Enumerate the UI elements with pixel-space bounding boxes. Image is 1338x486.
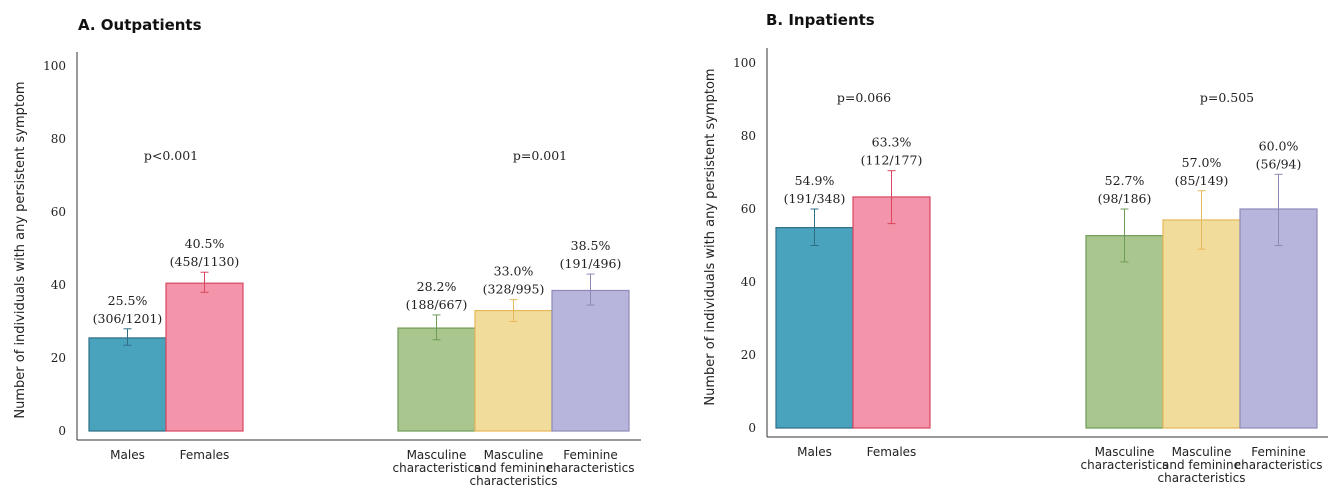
category-label: Males xyxy=(110,448,145,462)
p-value-label: p=0.001 xyxy=(513,148,567,163)
category-label: Masculine characteristics xyxy=(393,448,481,475)
category-label: Females xyxy=(180,448,230,462)
p-value-label: p<0.001 xyxy=(144,148,198,163)
category-label: Females xyxy=(867,445,917,459)
y-tick-label: 40 xyxy=(741,275,756,289)
data-label-percent: 40.5% xyxy=(185,236,225,251)
bar xyxy=(88,337,167,432)
bar xyxy=(397,327,476,432)
data-label-percent: 52.7% xyxy=(1105,173,1145,188)
bar xyxy=(1162,219,1241,429)
y-tick-label: 60 xyxy=(741,202,756,216)
bar xyxy=(1085,235,1164,429)
category-label-line: Masculine xyxy=(1095,445,1155,459)
data-label-count: (188/667) xyxy=(406,297,468,312)
data-label-count: (191/348) xyxy=(784,191,846,206)
y-tick-label: 20 xyxy=(51,351,66,365)
y-tick-label: 20 xyxy=(741,348,756,362)
category-label-line: Females xyxy=(180,448,230,462)
data-label-count: (56/94) xyxy=(1256,156,1302,171)
data-label-count: (112/177) xyxy=(861,153,923,168)
category-label-line: Masculine xyxy=(484,448,544,462)
category-label: Masculine characteristics xyxy=(1081,445,1169,472)
data-label-percent: 28.2% xyxy=(417,279,457,294)
y-tick-label: 100 xyxy=(43,59,66,73)
category-label: Males xyxy=(797,445,832,459)
category-label-line: and feminine xyxy=(1162,458,1241,472)
category-label-line: Males xyxy=(797,445,832,459)
category-label: Feminine characteristics xyxy=(1235,445,1323,472)
data-label-count: (458/1130) xyxy=(170,254,240,269)
y-axis-label: Number of individuals with any persisten… xyxy=(13,81,28,418)
data-label-percent: 38.5% xyxy=(571,238,611,253)
category-label-line: characteristics xyxy=(1081,458,1169,472)
category-label-line: Feminine xyxy=(1251,445,1306,459)
data-label-percent: 60.0% xyxy=(1259,138,1299,153)
bar xyxy=(474,309,553,432)
bar xyxy=(165,282,244,432)
category-label-line: Females xyxy=(867,445,917,459)
p-value-label: p=0.505 xyxy=(1200,90,1254,105)
category-label-line: characteristics xyxy=(1158,471,1246,485)
category-label-line: and feminine xyxy=(474,461,553,475)
category-label-line: Masculine xyxy=(1172,445,1232,459)
y-tick-label: 80 xyxy=(741,129,756,143)
category-label: Feminine characteristics xyxy=(547,448,635,475)
y-tick-label: 80 xyxy=(51,132,66,146)
category-label-line: characteristics xyxy=(393,461,481,475)
data-label-count: (191/496) xyxy=(560,256,622,271)
data-label-percent: 25.5% xyxy=(108,293,148,308)
data-label-count: (98/186) xyxy=(1098,191,1152,206)
data-label-count: (306/1201) xyxy=(93,311,163,326)
category-label-line: Masculine xyxy=(407,448,467,462)
y-tick-label: 60 xyxy=(51,205,66,219)
data-label-count: (85/149) xyxy=(1175,173,1229,188)
y-tick-label: 100 xyxy=(733,56,756,70)
category-label-line: Males xyxy=(110,448,145,462)
data-label-count: (328/995) xyxy=(483,282,545,297)
chart-panel-inpatients: B. Inpatients Number of individuals with … xyxy=(703,11,1328,485)
chart-title: B. Inpatients xyxy=(766,11,875,29)
chart-panel-outpatients: A. Outpatients Number of individuals with… xyxy=(13,16,641,486)
chart-title: A. Outpatients xyxy=(78,16,202,34)
data-label-percent: 63.3% xyxy=(872,135,912,150)
p-value-label: p=0.066 xyxy=(837,90,891,105)
category-label-line: Feminine xyxy=(563,448,618,462)
bar xyxy=(775,227,854,429)
y-axis-label: Number of individuals with any persisten… xyxy=(703,68,718,405)
y-tick-label: 0 xyxy=(748,421,756,435)
category-label: Masculine and feminine characteristics xyxy=(470,448,558,486)
category-label-line: characteristics xyxy=(547,461,635,475)
category-label-line: characteristics xyxy=(1235,458,1323,472)
y-tick-label: 0 xyxy=(58,424,66,438)
category-label: Masculine and feminine characteristics xyxy=(1158,445,1246,485)
y-tick-label: 40 xyxy=(51,278,66,292)
bar xyxy=(852,196,931,429)
data-label-percent: 33.0% xyxy=(494,264,534,279)
bar xyxy=(551,289,630,432)
data-label-percent: 54.9% xyxy=(795,173,835,188)
data-label-percent: 57.0% xyxy=(1182,155,1222,170)
category-label-line: characteristics xyxy=(470,474,558,486)
